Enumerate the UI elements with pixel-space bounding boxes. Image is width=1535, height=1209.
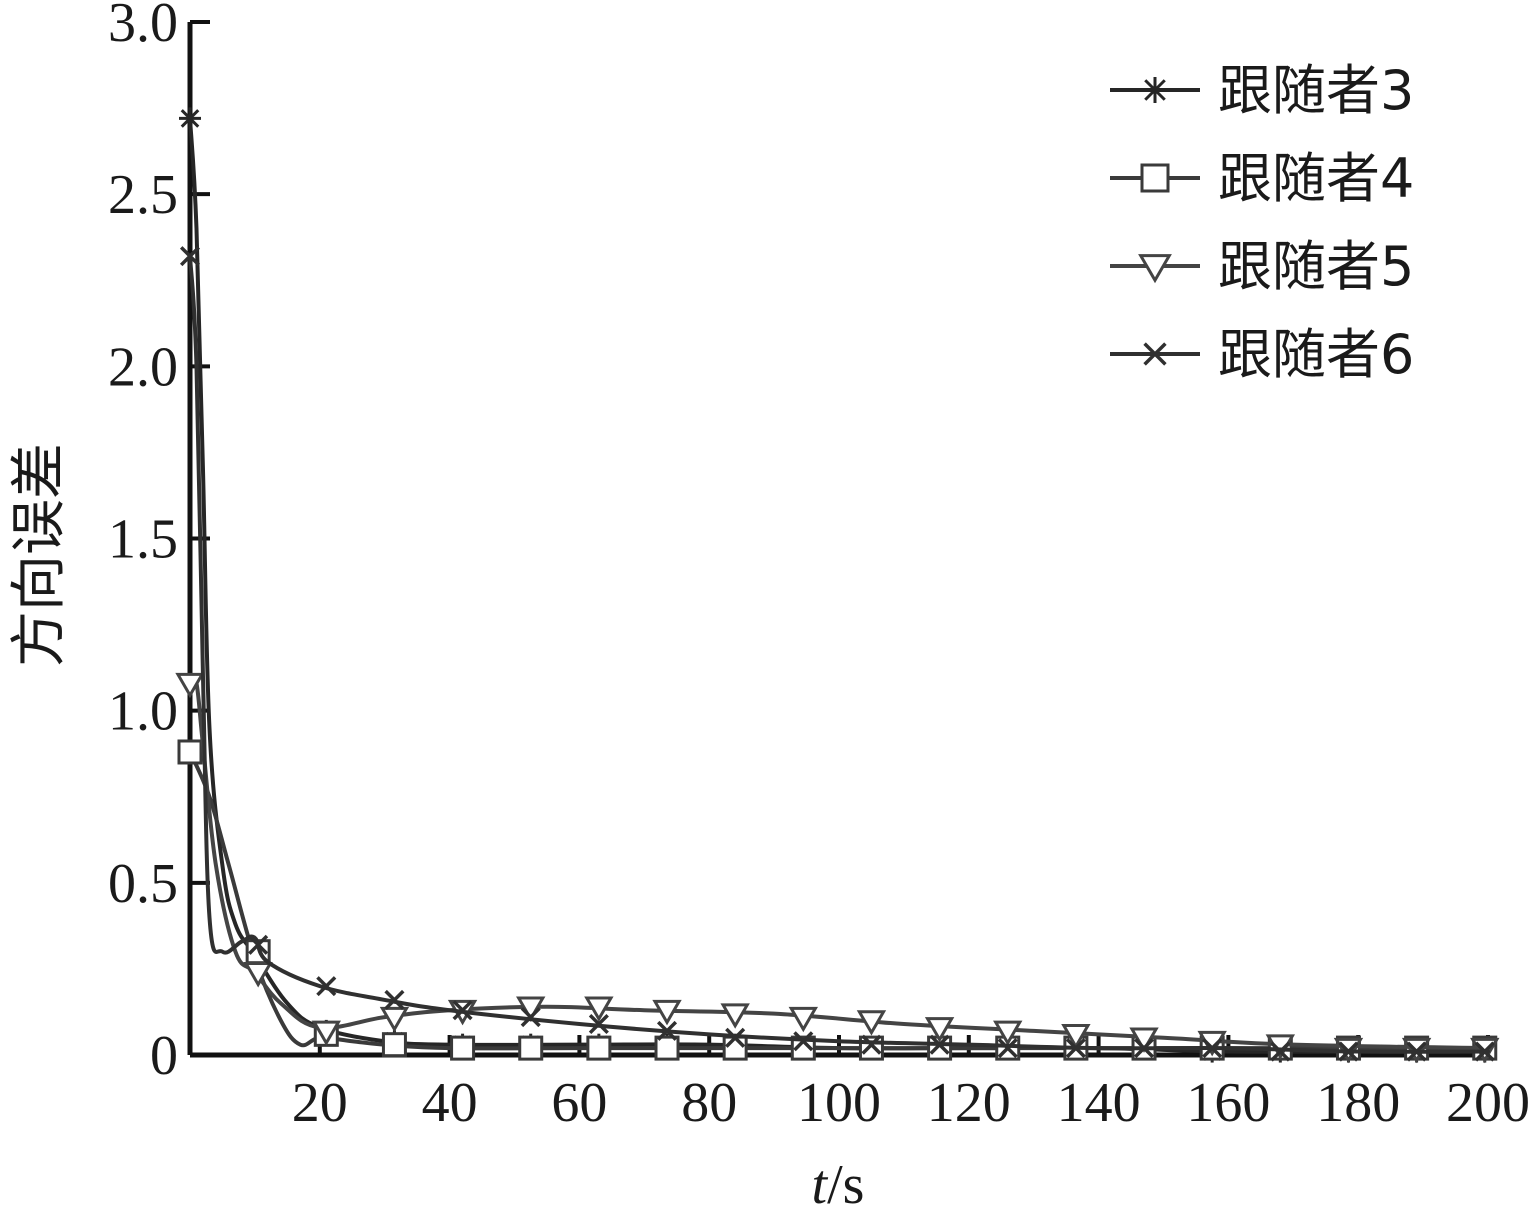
marker-triangle-down [1061,1024,1091,1050]
marker-x [316,976,337,997]
marker-triangle-down [856,1010,887,1036]
marker-x [248,934,269,955]
legend-label: 跟随者6 [1218,323,1414,386]
marker-x [725,1027,746,1048]
x-tick-label: 20 [292,1072,348,1134]
marker-square [586,1035,612,1061]
y-tick-label: 0 [150,1025,178,1087]
marker-x [1474,1041,1495,1062]
series-line [188,673,1490,1051]
marker-triangle-down [1129,1027,1159,1053]
x-axis-title-unit: /s [827,1154,864,1209]
marker-x [384,989,405,1010]
marker-square [790,1035,816,1061]
marker-square [654,1035,680,1061]
marker-triangle-down [652,999,682,1026]
legend-entry: 跟随者5 [1110,235,1414,298]
x-tick-label: 160 [1186,1072,1270,1134]
marker-x [1338,1041,1359,1062]
legend-label: 跟随者3 [1218,59,1414,122]
marker-x [656,1020,678,1041]
marker-x [1202,1038,1223,1059]
marker-asterisk [179,107,201,130]
y-tick-label: 1.0 [108,681,178,743]
y-axis-title: 方向误差 [9,443,71,667]
marker-square [450,1035,476,1061]
series-line [188,749,1490,1051]
series-4 [177,739,1498,1061]
marker-x [179,246,201,267]
marker-square [722,1035,748,1061]
marker-x [1065,1038,1086,1059]
legend-label: 跟随者5 [1218,235,1414,298]
series-layer [175,107,1500,1064]
series-6 [179,246,1495,1062]
x-tick-label: 120 [927,1072,1011,1134]
marker-x [861,1034,882,1055]
marker-x [1406,1041,1427,1062]
x-tick-label: 140 [1057,1072,1141,1134]
marker-triangle-down [516,996,546,1022]
marker-x [452,1000,473,1021]
x-tick-label: 200 [1446,1072,1530,1134]
legend: 跟随者3 跟随者4 跟随者5 跟随者6 [1110,59,1414,386]
x-tick-label: 100 [797,1072,881,1134]
axes: 0 0.5 1.0 1.5 2.0 2.5 3.0 20 40 60 80 100 120 140 160 1… [108,0,1530,1134]
marker-square [518,1035,544,1061]
x-tick-label: 40 [422,1072,478,1134]
series-5 [175,672,1500,1064]
marker-triangle-down [924,1017,955,1043]
marker-x [588,1013,609,1035]
marker-triangle-down [1138,254,1172,284]
legend-label: 跟随者4 [1218,147,1414,210]
marker-triangle-down [788,1006,819,1033]
marker-square [177,739,203,765]
y-tick-label: 3.0 [108,0,178,54]
x-axis-title: t/s [812,1154,865,1209]
marker-triangle-down [311,1020,341,1046]
marker-triangle-down [584,996,614,1022]
marker-triangle-down [720,1003,750,1029]
marker-x [793,1031,814,1052]
marker-square [1140,163,1170,193]
x-tick-label: 60 [551,1072,607,1134]
marker-x [1143,342,1167,366]
marker-triangle-down [379,1006,410,1033]
legend-entry: 跟随者3 [1110,59,1414,122]
y-tick-label: 0.5 [108,853,178,915]
marker-triangle-down [993,1020,1023,1046]
marker-x [1133,1038,1155,1059]
y-tick-label: 1.5 [108,509,178,571]
legend-entry: 跟随者6 [1110,323,1414,386]
marker-asterisk [1142,77,1168,103]
marker-square [381,1032,407,1058]
marker-x [1270,1041,1291,1062]
x-tick-label: 80 [681,1072,737,1134]
marker-triangle-down [175,672,205,699]
legend-entry: 跟随者4 [1110,147,1414,210]
y-tick-label: 2.5 [108,164,178,226]
x-axis-title-italic: t [812,1154,829,1209]
y-tick-label: 2.0 [108,336,178,398]
series-line [188,254,1490,1054]
marker-triangle-down [243,962,273,988]
marker-x [929,1034,950,1055]
x-tick-label: 180 [1316,1072,1400,1134]
marker-x [520,1007,541,1028]
marker-x [997,1038,1018,1059]
